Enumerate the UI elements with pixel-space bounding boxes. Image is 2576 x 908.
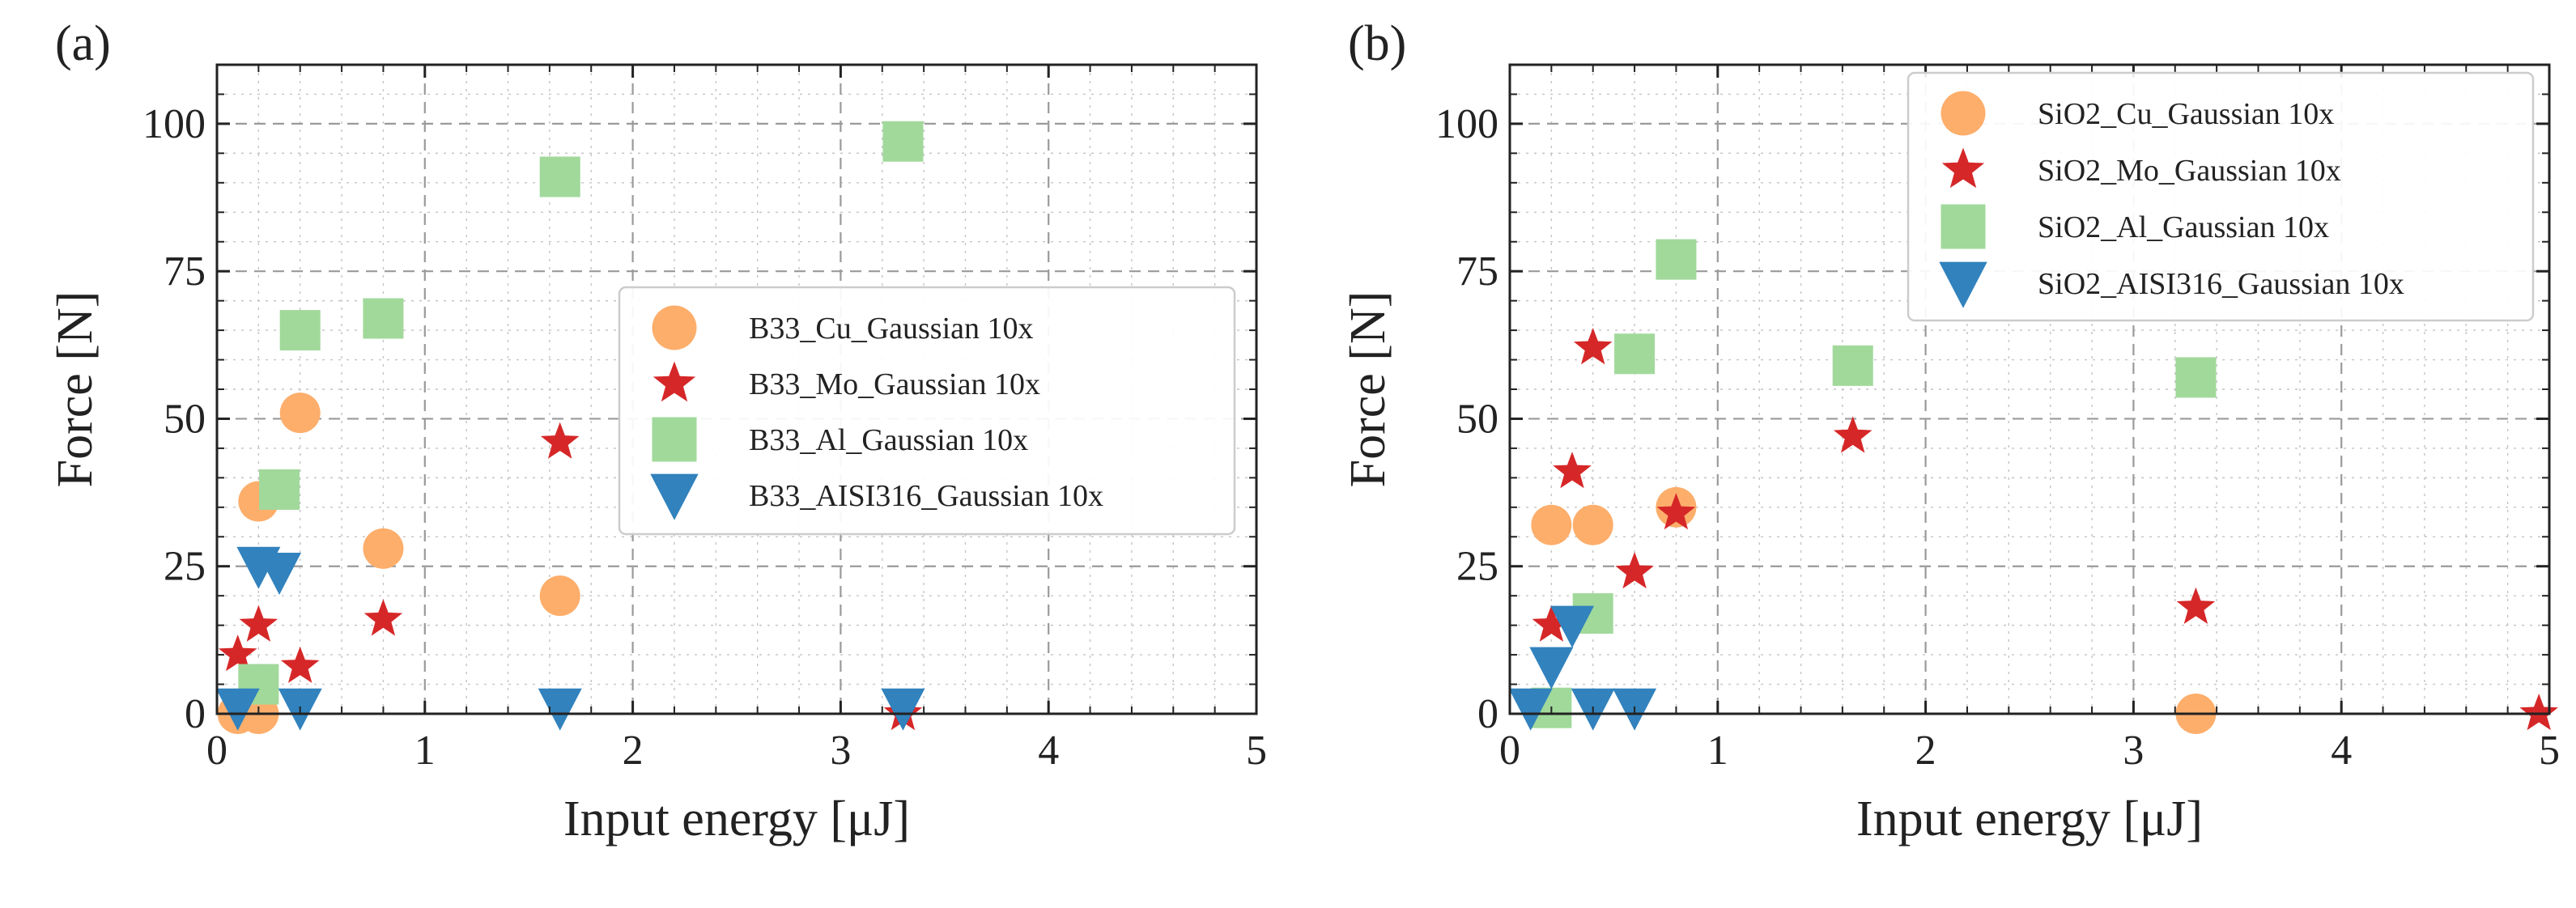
legend-entry: B33_Mo_Gaussian 10x [749,367,1040,401]
panel-label: (a) [55,16,111,71]
legend-marker-triangle-down-icon [650,473,699,520]
data-point [1656,239,1697,280]
data-point [363,298,404,339]
x-tick-label: 2 [623,728,644,774]
data-point [280,646,320,683]
legend-entry: SiO2_Mo_Gaussian 10x [2038,154,2341,188]
data-point [881,688,925,731]
legend-marker-circle-icon [1941,91,1986,136]
y-tick-label: 50 [1456,396,1498,442]
data-point [1572,504,1613,545]
x-tick-label: 3 [830,728,851,774]
legend: SiO2_Cu_Gaussian 10x SiO2_Mo_Gaussian 10x… [1906,71,2535,322]
data-point [239,605,278,642]
y-tick-label: 100 [142,101,206,147]
legend-marker-star-icon [653,361,696,402]
data-point [1615,552,1654,589]
legend-entry: B33_Cu_Gaussian 10x [749,312,1034,346]
data-point [1508,688,1553,731]
data-point [259,469,300,510]
data-point [363,528,404,569]
y-tick-label: 100 [1435,101,1498,147]
data-point [257,553,302,596]
x-axis-label: Input energy [μJ] [1856,791,2203,846]
data-point [2519,694,2558,731]
legend-box [1906,71,2535,322]
axis-ticks [215,65,1258,715]
data-point [1532,605,1571,642]
x-axis-label: Input energy [μJ] [563,791,910,846]
data-point [539,575,580,617]
data-point [540,422,580,459]
data-point [363,599,403,636]
legend: B33_Cu_Gaussian 10x B33_Mo_Gaussian 10x B3… [618,286,1236,536]
x-tick-label: 3 [2123,728,2144,774]
data-point [1553,452,1592,489]
data-point [1832,345,1873,386]
legend-marker-square-icon [652,417,697,462]
x-tick-label: 0 [1499,728,1520,774]
y-tick-label: 25 [1456,544,1498,590]
legend-box [618,286,1236,536]
legend-marker-star-icon [1941,147,1985,189]
series-circle-0 [1531,486,2217,734]
series-square-2 [1531,239,2217,728]
data-point [538,688,582,731]
data-point [1656,493,1696,530]
x-tick-label: 4 [1038,728,1059,774]
data-point [279,392,321,434]
legend-marker-triangle-down-icon [1939,261,1987,308]
y-tick-label: 75 [1456,248,1498,295]
legend-marker-square-icon [1941,204,1986,249]
axis-ticks [1508,65,2551,715]
x-tick-label: 5 [2539,728,2560,774]
legend-entry: SiO2_Cu_Gaussian 10x [2038,97,2334,131]
data-point [1529,647,1574,689]
y-tick-label: 50 [164,396,206,442]
x-tick-label: 0 [206,728,227,774]
data-point [539,156,580,197]
data-point [882,121,924,162]
legend-entry: SiO2_Al_Gaussian 10x [2038,210,2329,244]
data-point [1833,416,1872,453]
data-point [1614,333,1656,375]
data-point [1531,504,1572,545]
x-tick-label: 5 [1246,728,1267,774]
y-tick-label: 75 [164,248,206,295]
y-tick-label: 0 [185,691,206,737]
data-point [2176,587,2216,624]
series-triangle-down-3 [215,546,925,731]
y-axis-label: Force [N] [48,291,103,488]
y-tick-label: 0 [1477,691,1498,737]
series-square-2 [238,121,924,705]
series-star-1 [1532,328,2558,731]
data-point [218,634,257,672]
y-tick-label: 25 [164,544,206,590]
data-point [1573,328,1613,365]
data-point [2175,357,2217,398]
data-point [215,688,260,731]
panel-label: (b) [1348,16,1406,71]
y-axis-label: Force [N] [1341,291,1396,488]
legend-entry: SiO2_AISI316_Gaussian 10x [2038,267,2404,301]
legend-marker-circle-icon [652,305,697,350]
x-tick-label: 1 [414,728,436,774]
legend-entry: B33_AISI316_Gaussian 10x [749,479,1103,513]
legend-entry: B33_Al_Gaussian 10x [749,423,1028,457]
data-point [279,310,321,351]
data-point [1550,605,1595,648]
x-tick-label: 1 [1707,728,1728,774]
x-tick-label: 4 [2331,728,2352,774]
x-tick-label: 2 [1915,728,1936,774]
